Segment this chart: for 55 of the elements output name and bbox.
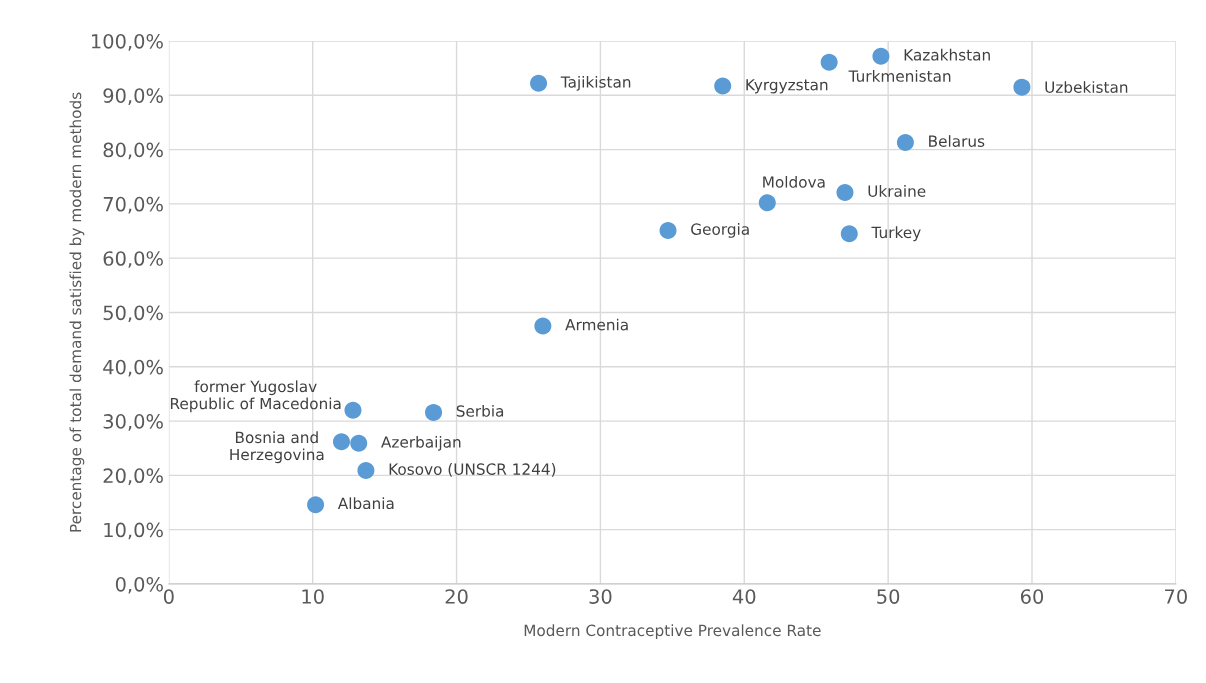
point — [714, 77, 732, 95]
point — [659, 221, 677, 239]
y-tick-label: 100,0% — [91, 33, 163, 51]
annotation: Uzbekistan — [1045, 81, 1128, 93]
y-tick-label: 20,0% — [103, 468, 163, 486]
annotation: Georgia — [691, 223, 749, 238]
annotation: Bosnia and Herzegovina — [230, 431, 324, 464]
point — [836, 183, 854, 201]
annotation: former Yugoslav Republic of Macedonia — [170, 380, 341, 413]
point — [758, 194, 776, 212]
point — [534, 317, 552, 335]
y-tick-label: 50,0% — [103, 305, 163, 323]
annotation: Turkey — [871, 226, 921, 242]
point — [425, 403, 443, 421]
y-tick-label: 80,0% — [103, 142, 163, 160]
y-axis-title: Percentage of total demand satisfied by modern methods — [69, 92, 85, 532]
point — [332, 433, 350, 451]
y-tick-label: 10,0% — [104, 522, 163, 540]
point — [840, 225, 858, 243]
point — [1013, 78, 1031, 96]
point — [344, 401, 362, 419]
point — [530, 74, 548, 92]
point — [350, 434, 368, 452]
y-tick-label: 60,0% — [103, 251, 163, 268]
annotation: Tajikistan — [560, 75, 631, 91]
annotation: Moldova — [763, 175, 825, 188]
y-tick-label: 90,0% — [103, 88, 163, 105]
point — [872, 47, 890, 65]
annotation: Azerbaijan — [381, 435, 461, 451]
x-tick-label: 40 — [732, 589, 756, 604]
y-tick-label: 0,0% — [115, 576, 163, 594]
point — [357, 461, 375, 479]
annotation: Kyrgyzstan — [746, 79, 828, 94]
annotation: Serbia — [456, 404, 504, 417]
annotation: Ukraine — [868, 185, 926, 197]
x-axis-title: Modern Contraceptive Prevalence Rate — [524, 624, 821, 640]
annotation: Kazakhstan — [904, 48, 990, 61]
point — [820, 53, 838, 71]
annotation: Kosovo (UNSCR 1244) — [389, 463, 556, 477]
x-tick-label: 20 — [445, 589, 468, 604]
y-tick-label: 30,0% — [103, 414, 163, 431]
x-tick-label: 0 — [163, 589, 174, 604]
x-tick-label: 70 — [1165, 589, 1187, 604]
annotation: Albania — [337, 497, 394, 510]
annotation: Belarus — [929, 135, 985, 147]
x-tick-label: 50 — [877, 589, 900, 604]
annotation: Turkmenistan — [848, 70, 951, 82]
x-tick-label: 30 — [589, 589, 612, 604]
y-tick-label: 40,0% — [103, 359, 163, 377]
y-tick-label: 70,0% — [103, 196, 163, 214]
point — [307, 496, 325, 514]
annotation: Armenia — [565, 318, 628, 331]
x-tick-label: 10 — [302, 589, 324, 604]
point — [896, 134, 914, 152]
x-tick-label: 60 — [1020, 589, 1044, 604]
